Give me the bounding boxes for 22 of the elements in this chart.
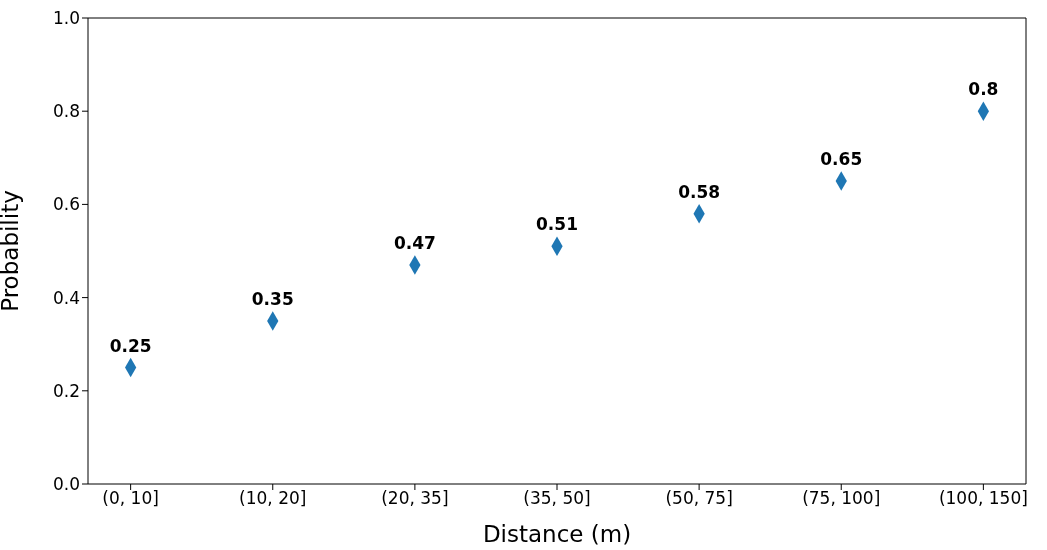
data-label: 0.58 <box>678 181 721 202</box>
x-tick-label: (0, 10] <box>102 488 159 509</box>
y-tick-label: 0.2 <box>52 380 80 401</box>
y-tick-label: 0.8 <box>52 101 80 122</box>
y-tick-label: 1.0 <box>52 8 80 29</box>
y-tick-label: 0.0 <box>52 474 80 495</box>
data-label: 0.47 <box>393 233 436 254</box>
x-axis-title: Distance (m) <box>482 521 632 547</box>
x-tick-label: (10, 20] <box>239 488 307 509</box>
x-tick-label: (35, 50] <box>523 488 591 509</box>
data-label: 0.65 <box>820 149 863 170</box>
y-tick-label: 0.6 <box>52 194 80 215</box>
data-label: 0.51 <box>536 214 578 235</box>
data-label: 0.8 <box>968 79 999 100</box>
x-tick-label: (100, 150] <box>938 488 1028 509</box>
data-label: 0.25 <box>109 335 152 356</box>
x-tick-label: (50, 75] <box>665 488 733 509</box>
x-tick-label: (20, 35] <box>381 488 449 509</box>
data-label: 0.35 <box>251 288 294 309</box>
x-tick-label: (75, 100] <box>802 488 881 509</box>
y-tick-label: 0.4 <box>52 287 80 308</box>
y-axis-title: Probability <box>0 190 24 312</box>
